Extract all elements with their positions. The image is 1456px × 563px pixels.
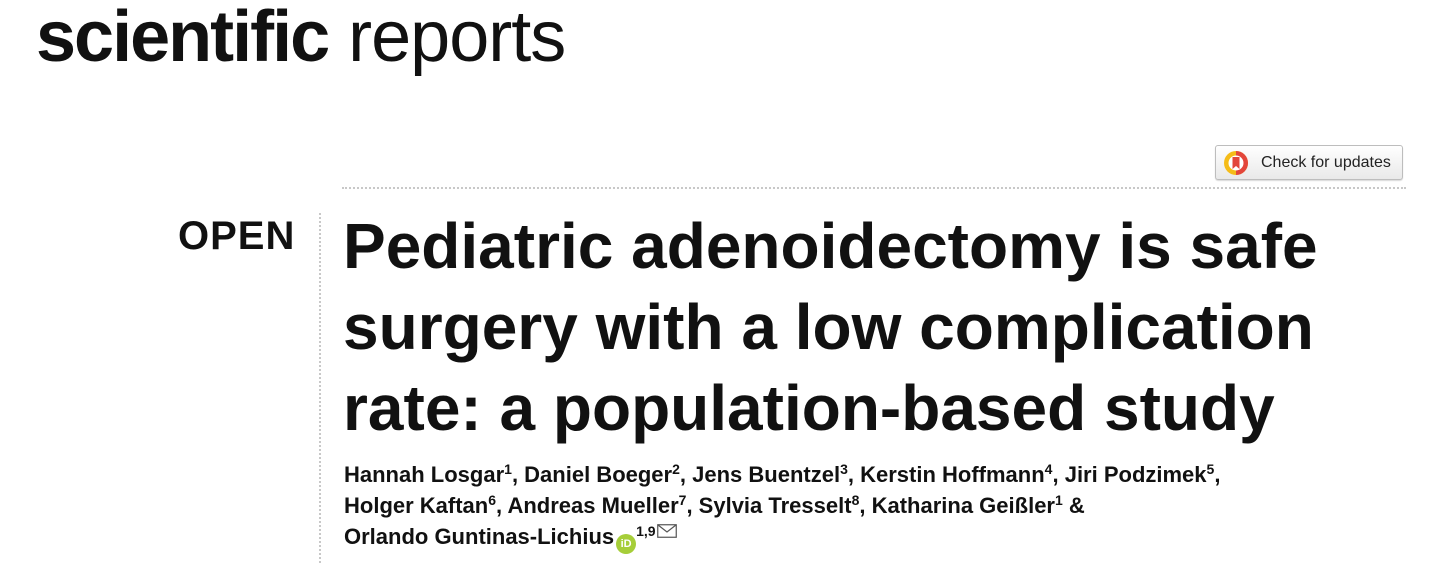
author[interactable]: Katharina Geißler [871,493,1055,518]
open-access-label: OPEN [178,214,296,258]
article-title: Pediatric adenoidectomy is safe surgery … [343,210,1318,444]
author[interactable]: Sylvia Tresselt [698,493,852,518]
affiliation-mark: 2 [672,461,680,477]
separator: , [1052,462,1065,487]
journal-logo: scientific reports [36,0,566,82]
journal-name-light: reports [348,0,566,77]
envelope-icon[interactable] [656,524,677,538]
separator: , [686,493,699,518]
separator: , [847,462,861,487]
separator: , [859,493,872,518]
affiliation-mark: 1 [1054,492,1063,508]
author[interactable]: Andreas Mueller [507,493,679,518]
affiliation-mark: 1 [504,461,512,477]
separator-ampersand: & [1062,493,1085,518]
author[interactable]: Jiri Podzimek [1064,462,1207,487]
column-divider [319,213,321,563]
journal-name-bold: scientific [36,0,330,77]
affiliation-mark: 7 [678,492,687,508]
separator: , [1214,462,1221,487]
affiliation-mark: 8 [851,492,860,508]
affiliation-mark: 4 [1044,461,1053,477]
affiliation-mark: 6 [488,492,497,508]
author[interactable]: Kerstin Hoffmann [860,462,1045,487]
author[interactable]: Hannah Losgar [344,462,505,487]
separator: , [679,462,693,487]
affiliation-mark: 5 [1206,461,1215,477]
check-for-updates-label: Check for updates [1261,153,1391,171]
author-list: Hannah Losgar1, Daniel Boeger2, Jens Bue… [344,459,1444,554]
author[interactable]: Orlando Guntinas-Lichius [344,524,615,549]
affiliation-mark: 1,9 [636,523,656,539]
orcid-icon[interactable]: iD [616,534,637,554]
crossmark-icon [1224,150,1248,175]
author[interactable]: Jens Buentzel [692,462,841,487]
author[interactable]: Holger Kaftan [344,493,489,518]
header-divider [342,187,1406,189]
author[interactable]: Daniel Boeger [524,462,673,487]
affiliation-mark: 3 [840,461,848,477]
separator: , [511,462,525,487]
check-for-updates-button[interactable]: Check for updates [1215,145,1403,180]
separator: , [496,493,508,518]
